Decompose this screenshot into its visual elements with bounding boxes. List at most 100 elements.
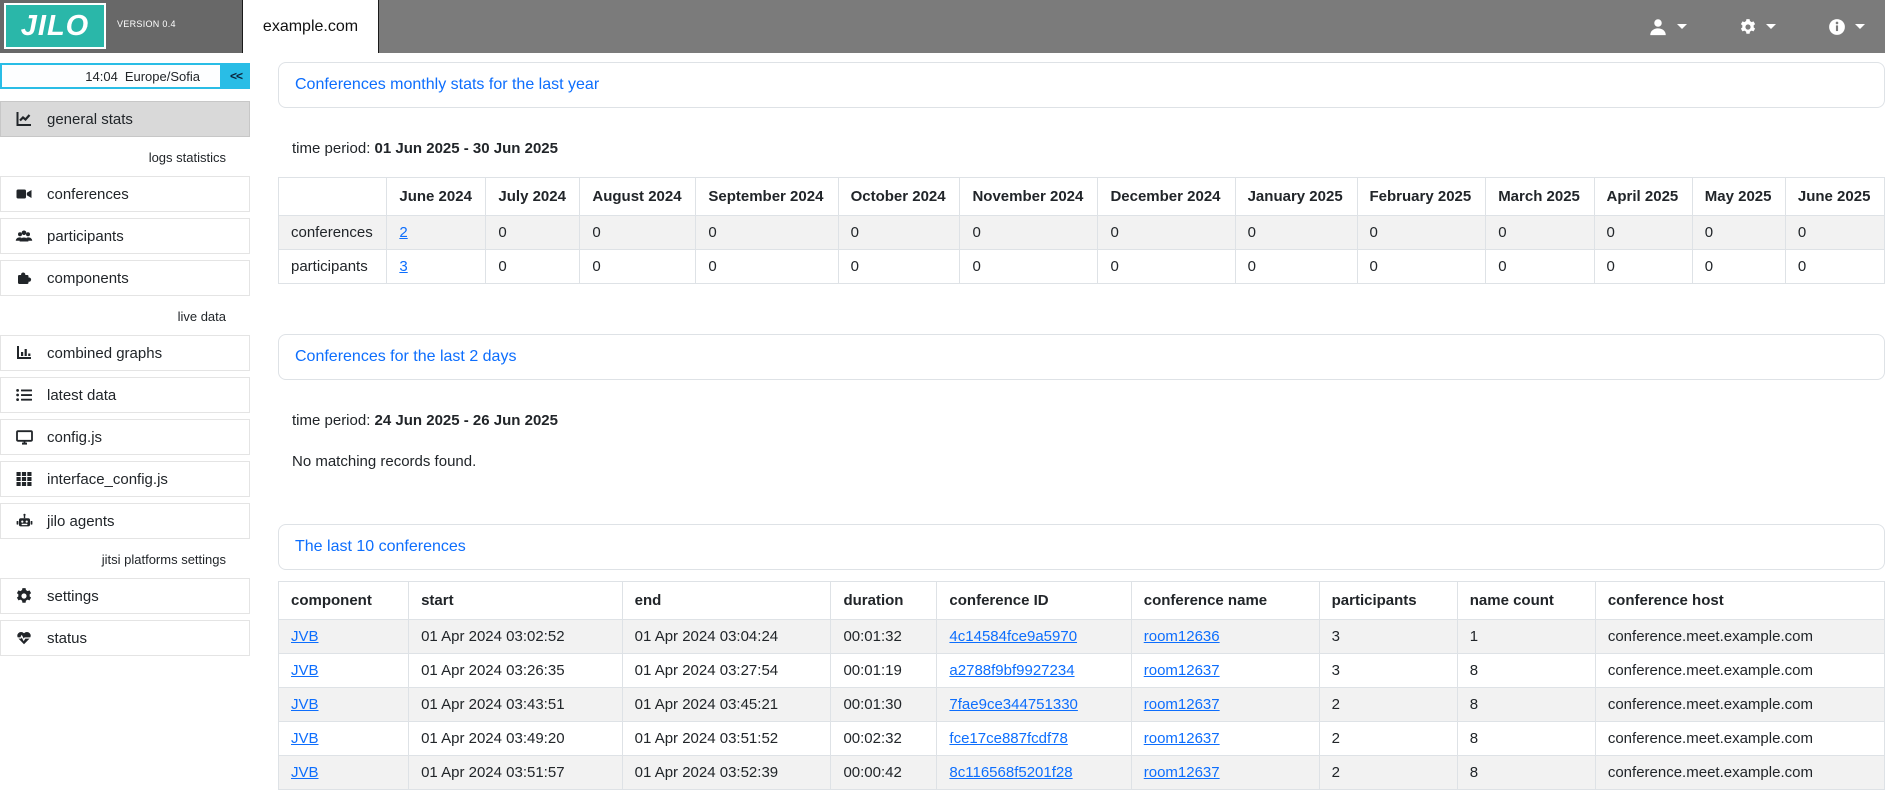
value-cell: room12637 (1131, 722, 1319, 756)
value-cell: 0 (486, 216, 580, 250)
table-row: conferences2000000000000 (279, 216, 1885, 250)
table-row: participants3000000000000 (279, 250, 1885, 284)
value-cell: a2788f9bf9927234 (937, 654, 1131, 688)
conference-id-link[interactable]: a2788f9bf9927234 (949, 662, 1074, 679)
value-cell: 0 (696, 250, 838, 284)
top-right-menus (1648, 0, 1865, 53)
app-logo[interactable]: JILO (4, 3, 106, 49)
conference-name-link[interactable]: room12637 (1144, 764, 1220, 781)
stat-count-link[interactable]: 3 (399, 258, 407, 275)
sidebar: 14:04 Europe/Sofia << general statslogs … (0, 63, 250, 662)
sidebar-item-label: jilo agents (47, 513, 115, 530)
conference-name-link[interactable]: room12637 (1144, 696, 1220, 713)
value-cell: 2 (1319, 722, 1457, 756)
sidebar-item-components[interactable]: components (0, 260, 250, 296)
conference-id-link[interactable]: fce17ce887fcdf78 (949, 730, 1067, 747)
value-cell: 01 Apr 2024 03:43:51 (409, 688, 623, 722)
monthly-column-header: February 2025 (1357, 178, 1486, 216)
puzzle-icon (14, 270, 34, 286)
conference-column-header: conference ID (937, 582, 1131, 620)
value-cell: 0 (580, 216, 696, 250)
stat-count-link[interactable]: 2 (399, 224, 407, 241)
value-cell: JVB (279, 756, 409, 790)
value-cell: 0 (1098, 216, 1235, 250)
monthly-column-header: June 2024 (387, 178, 486, 216)
conference-name-link[interactable]: room12637 (1144, 730, 1220, 747)
value-cell: conference.meet.example.com (1595, 654, 1884, 688)
desktop-icon (14, 429, 34, 445)
value-cell: 01 Apr 2024 03:45:21 (622, 688, 831, 722)
user-menu[interactable] (1648, 17, 1687, 37)
monthly-stats-table: June 2024July 2024August 2024September 2… (278, 177, 1885, 284)
list-icon (14, 387, 34, 403)
monthly-column-header: April 2025 (1594, 178, 1692, 216)
value-cell: 2 (1319, 688, 1457, 722)
clock-display[interactable]: 14:04 Europe/Sofia (0, 63, 222, 89)
monthly-column-header: September 2024 (696, 178, 838, 216)
value-cell: 8c116568f5201f28 (937, 756, 1131, 790)
sidebar-section-label: live data (0, 309, 250, 324)
clock-timezone: Europe/Sofia (125, 69, 200, 84)
time-period-label: time period: (292, 412, 370, 429)
conference-column-header: participants (1319, 582, 1457, 620)
value-cell: 0 (1692, 216, 1785, 250)
sidebar-item-conferences[interactable]: conferences (0, 176, 250, 212)
table-row: JVB 01 Apr 2024 03:26:3501 Apr 2024 03:27… (279, 654, 1885, 688)
conference-name-link[interactable]: room12636 (1144, 628, 1220, 645)
time-period-label: time period: (292, 140, 370, 157)
value-cell: 0 (1594, 250, 1692, 284)
sidebar-item-participants[interactable]: participants (0, 218, 250, 254)
conference-id-link[interactable]: 7fae9ce344751330 (949, 696, 1077, 713)
value-cell: 0 (838, 216, 960, 250)
sidebar-item-settings[interactable]: settings (0, 578, 250, 614)
info-menu[interactable] (1828, 18, 1865, 36)
info-icon (1828, 18, 1846, 36)
value-cell: 01 Apr 2024 03:26:35 (409, 654, 623, 688)
monthly-column-header: January 2025 (1235, 178, 1357, 216)
sidebar-item-status[interactable]: status (0, 620, 250, 656)
value-cell: 01 Apr 2024 03:27:54 (622, 654, 831, 688)
sidebar-item-latest-data[interactable]: latest data (0, 377, 250, 413)
component-link[interactable]: JVB (291, 764, 319, 781)
value-cell: 00:01:19 (831, 654, 937, 688)
table-row: JVB01 Apr 2024 03:02:5201 Apr 2024 03:04… (279, 620, 1885, 654)
sidebar-item-label: config.js (47, 429, 102, 446)
value-cell: JVB (279, 620, 409, 654)
sidebar-item-general-stats[interactable]: general stats (0, 101, 250, 137)
conference-id-link[interactable]: 4c14584fce9a5970 (949, 628, 1077, 645)
sidebar-item-jilo-agents[interactable]: jilo agents (0, 503, 250, 539)
sidebar-item-interface-config-js[interactable]: interface_config.js (0, 461, 250, 497)
component-link[interactable]: JVB (291, 628, 319, 645)
sidebar-item-label: general stats (47, 111, 133, 128)
last-10-conferences-card-header: The last 10 conferences (278, 524, 1885, 570)
video-icon (14, 186, 34, 202)
component-link[interactable]: JVB (291, 696, 319, 713)
caret-down-icon (1766, 24, 1776, 29)
conference-id-link[interactable]: 8c116568f5201f28 (949, 764, 1072, 781)
platform-tab[interactable]: example.com (242, 0, 379, 53)
conference-name-link[interactable]: room12637 (1144, 662, 1220, 679)
value-cell: 0 (1357, 250, 1486, 284)
sidebar-collapse-button[interactable]: << (222, 63, 250, 89)
gear-icon (1739, 18, 1757, 36)
value-cell: 3 (1319, 654, 1457, 688)
settings-menu[interactable] (1739, 18, 1776, 36)
value-cell: 00:01:32 (831, 620, 937, 654)
users-icon (14, 228, 34, 244)
value-cell: 0 (1785, 250, 1884, 284)
sidebar-item-config-js[interactable]: config.js (0, 419, 250, 455)
monthly-column-header: March 2025 (1486, 178, 1594, 216)
clock-bar: 14:04 Europe/Sofia << (0, 63, 250, 89)
value-cell: conference.meet.example.com (1595, 756, 1884, 790)
table-row: JVB 01 Apr 2024 03:43:5101 Apr 2024 03:45… (279, 688, 1885, 722)
caret-down-icon (1855, 24, 1865, 29)
value-cell: conference.meet.example.com (1595, 688, 1884, 722)
sidebar-item-combined-graphs[interactable]: combined graphs (0, 335, 250, 371)
value-cell: room12636 (1131, 620, 1319, 654)
component-link[interactable]: JVB (291, 662, 319, 679)
conference-column-header: conference host (1595, 582, 1884, 620)
main-content: Conferences monthly stats for the last y… (278, 62, 1885, 790)
value-cell: 01 Apr 2024 03:49:20 (409, 722, 623, 756)
component-link[interactable]: JVB (291, 730, 319, 747)
sidebar-item-label: status (47, 630, 87, 647)
